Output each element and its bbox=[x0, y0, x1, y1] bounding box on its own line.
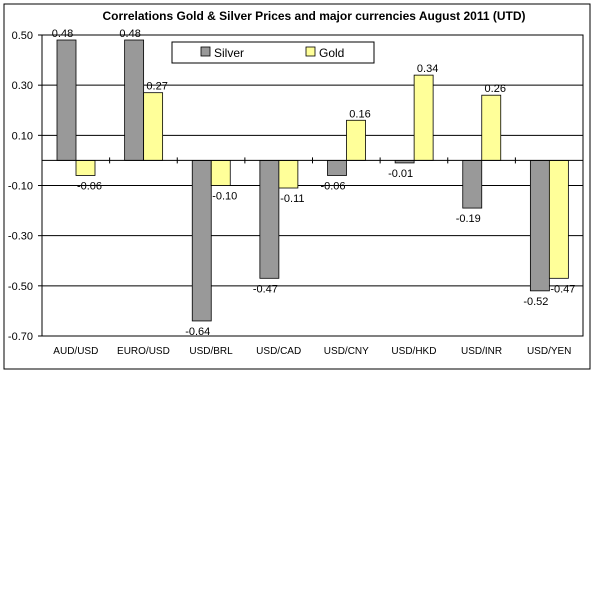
bar-silver bbox=[529, 160, 550, 292]
data-label-silver: -0.19 bbox=[456, 213, 481, 225]
chart-title: Correlations Gold & Silver Prices and ma… bbox=[102, 9, 525, 23]
bar-gold bbox=[413, 74, 434, 161]
y-tick-label: -0.10 bbox=[8, 181, 33, 193]
bar-gold bbox=[75, 160, 96, 176]
bar-silver bbox=[327, 160, 347, 176]
bar-gold bbox=[481, 94, 502, 161]
y-tick-label: 0.30 bbox=[12, 80, 33, 92]
y-tick-label: -0.70 bbox=[8, 331, 33, 343]
bar-silver bbox=[124, 39, 145, 161]
data-label-silver: -0.47 bbox=[253, 283, 278, 295]
data-label-gold: 0.27 bbox=[146, 81, 167, 93]
x-tick-label: USD/YEN bbox=[527, 346, 571, 357]
data-label-gold: 0.34 bbox=[417, 63, 438, 75]
bar-gold bbox=[548, 160, 569, 279]
bar-silver bbox=[56, 39, 77, 161]
data-label-silver: -0.06 bbox=[320, 180, 345, 192]
legend: Silver Gold bbox=[171, 41, 375, 64]
data-label-gold: 0.16 bbox=[349, 108, 370, 120]
bar-gold bbox=[278, 160, 299, 189]
x-tick-label: USD/CNY bbox=[324, 346, 369, 357]
bars bbox=[56, 39, 569, 322]
data-label-silver: -0.64 bbox=[185, 326, 210, 338]
bar-gold bbox=[143, 92, 164, 161]
data-label-silver: -0.52 bbox=[523, 296, 548, 308]
data-label-silver: 0.48 bbox=[52, 28, 73, 40]
x-tick-label: USD/CAD bbox=[256, 346, 301, 357]
x-tick-label: USD/HKD bbox=[391, 346, 436, 357]
legend-swatch-gold bbox=[305, 46, 316, 57]
data-label-silver: -0.01 bbox=[388, 168, 413, 180]
bar-silver bbox=[191, 160, 212, 322]
bar-silver bbox=[259, 160, 280, 279]
legend-swatch-silver bbox=[200, 46, 211, 57]
y-tick-label: 0.50 bbox=[12, 30, 33, 42]
data-label-gold: 0.26 bbox=[485, 83, 506, 95]
legend-label-silver: Silver bbox=[214, 46, 244, 60]
y-tick-label: -0.30 bbox=[8, 231, 33, 243]
x-tick-label: AUD/USD bbox=[53, 346, 98, 357]
y-tick-label: 0.10 bbox=[12, 130, 33, 142]
x-axis: AUD/USD EURO/USD USD/BRL USD/CAD USD/CNY USD/… bbox=[41, 157, 584, 357]
bar-silver bbox=[462, 160, 483, 209]
bar-gold bbox=[346, 119, 366, 161]
x-tick-label: USD/INR bbox=[461, 346, 502, 357]
x-tick-label: USD/BRL bbox=[189, 346, 233, 357]
data-label-gold: -0.06 bbox=[77, 180, 102, 192]
data-label-gold: -0.47 bbox=[550, 283, 575, 295]
bar-gold bbox=[210, 160, 231, 186]
data-label-silver: 0.48 bbox=[119, 28, 140, 40]
data-label-gold: -0.10 bbox=[212, 191, 237, 203]
legend-label-gold: Gold bbox=[319, 46, 344, 60]
x-tick-label: EURO/USD bbox=[117, 346, 170, 357]
y-tick-label: -0.50 bbox=[8, 281, 33, 293]
data-labels: 0.48 -0.06 0.48 0.27 -0.64 -0.10 -0.47 -0.11 -0.… bbox=[52, 28, 576, 338]
y-axis: 0.50 0.30 0.10 -0.10 -0.30 -0.50 -0.70 bbox=[8, 30, 42, 343]
legend-box bbox=[171, 41, 375, 64]
data-label-gold: -0.11 bbox=[280, 193, 304, 205]
